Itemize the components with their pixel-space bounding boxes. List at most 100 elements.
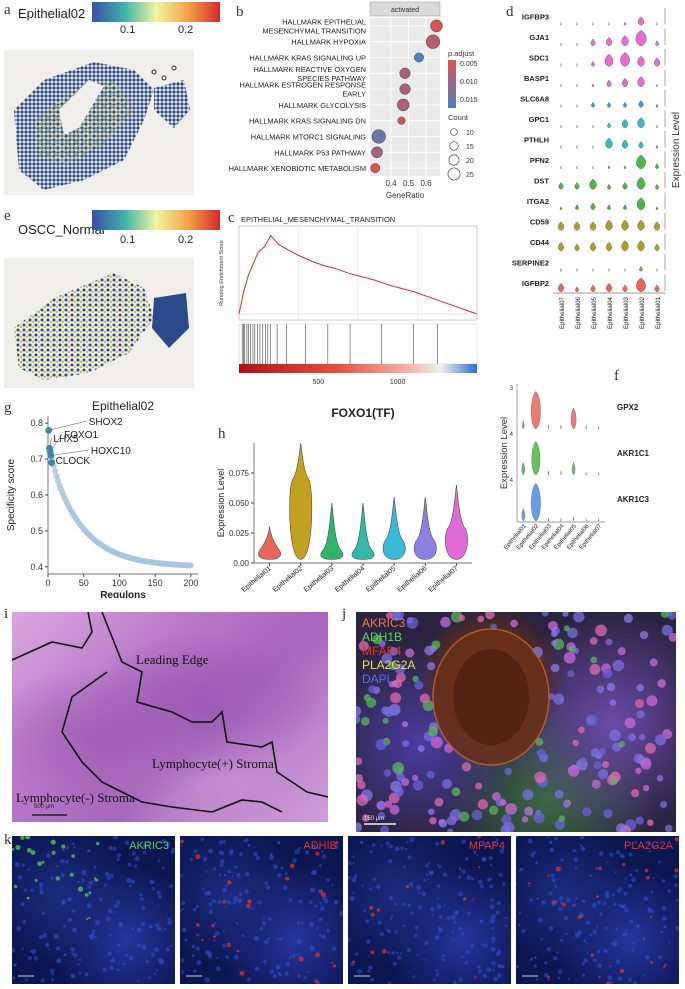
tile-pixel (161, 839, 166, 844)
tile-pixel (269, 852, 273, 856)
tile-pixel (359, 840, 364, 844)
tile-pixel (309, 946, 315, 952)
tile-pixel (218, 873, 222, 877)
violin-AKR1C1-2 (547, 470, 550, 476)
panel-k-tile-label: MFAP4 (468, 840, 505, 852)
tile-pixel (407, 855, 412, 860)
legend-size-tick: 10 (466, 130, 474, 137)
tile-pixel (335, 841, 339, 845)
tile-pixel (296, 921, 301, 925)
tile-pixel (496, 901, 501, 905)
tile-pixel (652, 876, 655, 880)
tile-pixel (86, 903, 92, 909)
tile-pixel (62, 848, 65, 852)
leader-line (49, 437, 52, 449)
tile-pixel (117, 943, 121, 947)
tile-pixel (254, 966, 260, 972)
cell-nucleus (524, 806, 534, 816)
cell-nucleus (427, 726, 439, 737)
violin-AKR1C3-0 (521, 507, 525, 522)
tile-pixel (40, 978, 45, 983)
tile-pixel (104, 871, 110, 877)
tile-pixel (14, 862, 20, 868)
cell-nucleus (567, 670, 575, 678)
tile-pixel (45, 942, 50, 948)
tile-pixel (386, 929, 390, 933)
violin-SERPINE2-0 (560, 268, 562, 272)
y-axis-label: Specificity score (6, 458, 17, 531)
tile-pixel (556, 951, 559, 954)
cell-nucleus (428, 808, 435, 815)
tile-pixel (496, 952, 500, 957)
channel-label-akric3: AKRIC3 (362, 616, 406, 630)
violin-GPX2-0 (522, 420, 525, 430)
tile-pixel (139, 897, 144, 902)
tile-pixel (551, 901, 556, 906)
violin-AKR1C1-1 (531, 441, 541, 476)
violin-GPX2-3 (560, 424, 562, 430)
tile-pixel (414, 925, 419, 930)
tile-pixel (109, 966, 114, 971)
plot-title: EPITHELIAL_MESENCHYMAL_TRANSITION (241, 215, 395, 224)
violin-ITGA2-3 (607, 204, 611, 211)
tile-pixel (285, 876, 290, 881)
violin-BASP1-3 (606, 79, 612, 88)
cell-nucleus (442, 778, 452, 789)
x-tick: Epithelial04 (334, 565, 366, 594)
violin-CD44-6 (654, 243, 660, 252)
cell-nucleus (655, 734, 667, 746)
tile-pixel (462, 870, 466, 875)
tile-pixel (409, 837, 415, 842)
tile-pixel (643, 896, 649, 902)
tile-pixel (113, 910, 117, 914)
tile-pixel (211, 924, 215, 928)
tile-pixel (277, 841, 281, 845)
tile-pixel (147, 840, 150, 843)
tile-pixel (80, 878, 85, 883)
tile-pixel (535, 977, 539, 981)
cell-nucleus (438, 818, 448, 828)
tile-pixel (279, 973, 283, 977)
tile-pixel (394, 929, 399, 934)
tile-pixel (289, 863, 295, 869)
y-tick: 0.5 (30, 526, 43, 536)
panel-label-g: g (4, 400, 12, 416)
tile-pixel (493, 976, 499, 982)
tile-pixel (208, 848, 214, 854)
violin-AKR1C1-3 (560, 470, 562, 476)
cell-nucleus (598, 748, 606, 756)
tile-pixel (490, 946, 496, 952)
tile-pixel (577, 914, 583, 919)
cell-nucleus (385, 612, 393, 620)
tile-pixel (133, 864, 137, 868)
tile-pixel (98, 897, 103, 902)
tile-pixel (128, 955, 134, 961)
tile-pixel (41, 912, 45, 916)
tile-pixel (140, 921, 146, 927)
panel-label-b: b (236, 4, 244, 20)
violin-ITGA2-4 (623, 204, 627, 211)
panel-i-region-boundaries (11, 611, 329, 816)
tile-pixel (61, 844, 66, 849)
cell-nucleus (617, 647, 626, 656)
violin-SLC6A8-0 (560, 104, 562, 108)
tile-pixel (12, 948, 16, 953)
tile-pixel (661, 879, 666, 883)
panel-a-title: Epithelial02 (18, 6, 86, 21)
tile-pixel (548, 891, 553, 896)
cell-nucleus (503, 821, 515, 832)
cell-nucleus (535, 737, 544, 746)
tile-pixel (63, 924, 67, 928)
tile-pixel (298, 956, 304, 962)
tile-pixel (528, 884, 531, 887)
tile-pixel (517, 923, 521, 927)
tile-pixel (661, 906, 667, 911)
tile-pixel (581, 962, 585, 966)
cell-nucleus (504, 767, 513, 776)
tile-pixel (388, 858, 393, 864)
tile-pixel (77, 963, 80, 966)
channel-label-dapi: DAPI (362, 672, 391, 686)
cell-nucleus (361, 814, 370, 822)
cell-nucleus (567, 765, 580, 777)
